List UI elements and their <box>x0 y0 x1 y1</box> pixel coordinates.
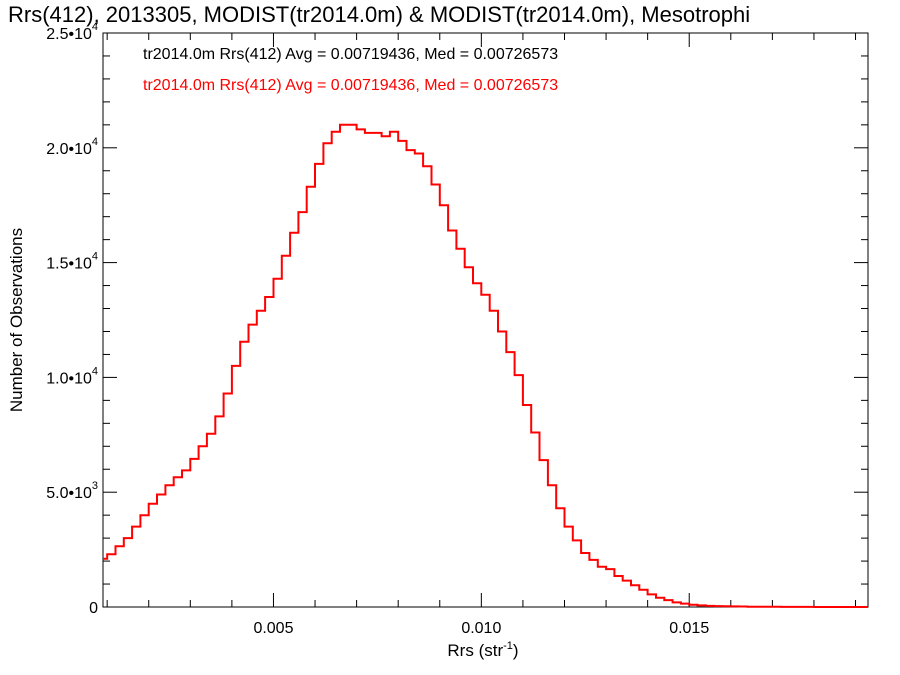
x-tick-label: 0.015 <box>669 620 709 637</box>
legend-entry-black: tr2014.0m Rrs(412) Avg = 0.00719436, Med… <box>143 46 559 63</box>
x-tick-label: 0.005 <box>253 620 293 637</box>
x-axis-label: Rrs (str-1) <box>447 640 518 660</box>
histogram-series-line <box>103 123 868 608</box>
y-axis-label: Number of Observations <box>7 228 26 412</box>
y-tick-label: 1.0•104 <box>46 365 98 387</box>
y-tick-label: 5.0•103 <box>46 480 98 502</box>
plot-frame <box>102 32 869 608</box>
y-tick-label: 0 <box>89 600 98 617</box>
chart-title: Rrs(412), 2013305, MODIST(tr2014.0m) & M… <box>8 2 751 27</box>
y-tick-label: 2.5•104 <box>46 21 98 43</box>
y-tick-label: 1.5•104 <box>46 251 98 273</box>
legend-entry-red: tr2014.0m Rrs(412) Avg = 0.00719436, Med… <box>143 77 559 94</box>
x-tick-label: 0.010 <box>461 620 501 637</box>
y-tick-label: 2.0•104 <box>46 136 98 158</box>
